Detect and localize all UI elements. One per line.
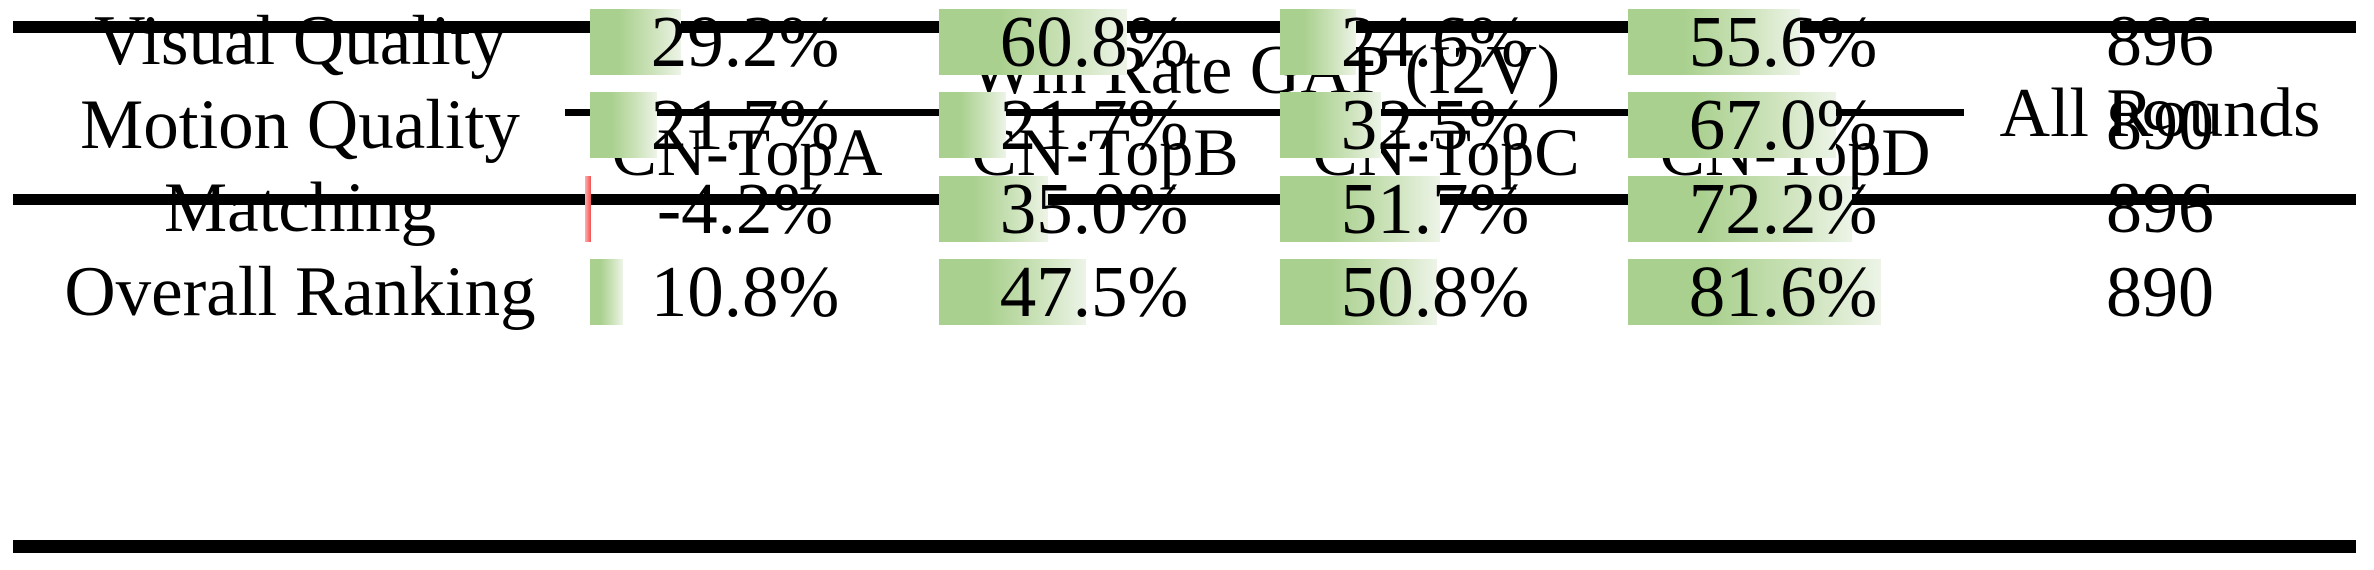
- win-rate-bar: [1280, 175, 1440, 242]
- win-rate-bar: [939, 92, 1006, 159]
- win-rate-value: 51.7%: [1340, 167, 1530, 249]
- data-cell: -4.2%: [585, 167, 900, 251]
- win-rate-value: 72.2%: [1688, 167, 1878, 249]
- win-rate-bar: [1628, 92, 1836, 159]
- data-cell: 60.8%: [939, 0, 1249, 84]
- win-rate-bar: [590, 8, 681, 75]
- win-rate-bar: [1628, 175, 1852, 242]
- win-rate-bar: [1280, 92, 1381, 159]
- row-label: Visual Quality: [94, 2, 506, 81]
- data-cell: 21.7%: [939, 84, 1249, 168]
- win-rate-bar: [1280, 8, 1356, 75]
- win-rate-value: 67.0%: [1688, 84, 1878, 166]
- win-rate-value: 24.6%: [1340, 0, 1530, 82]
- data-cell: 55.6%: [1628, 0, 1938, 84]
- win-rate-value: 50.8%: [1340, 251, 1530, 333]
- table-row: Overall Ranking 10.8% 47.5% 50.8% 81.6% …: [0, 251, 2374, 335]
- win-rate-value: 55.6%: [1688, 0, 1878, 82]
- all-rounds-value: 890: [2106, 251, 2214, 332]
- win-rate-value: 21.7%: [650, 84, 840, 166]
- win-rate-bar: [939, 8, 1127, 75]
- table-row: Matching -4.2% 35.0% 51.7% 72.2% 896: [0, 167, 2374, 251]
- all-rounds-value: 896: [2106, 168, 2214, 249]
- title-underline-rule: [565, 109, 1964, 116]
- data-cell: 50.8%: [1280, 251, 1590, 335]
- row-label: Overall Ranking: [64, 252, 536, 331]
- data-cell: 67.0%: [1628, 84, 1938, 168]
- table-row: Motion Quality 21.7% 21.7% 32.5% 67.0% 8…: [0, 84, 2374, 168]
- table-body: Visual Quality 29.2% 60.8% 24.6% 55.6% 8…: [0, 0, 2374, 335]
- data-cell: 51.7%: [1280, 167, 1590, 251]
- all-rounds-value: 890: [2106, 84, 2214, 165]
- win-rate-value: 81.6%: [1688, 251, 1878, 333]
- data-cell: 47.5%: [939, 251, 1249, 335]
- win-rate-bar: [590, 92, 657, 159]
- win-rate-value: 21.7%: [999, 84, 1189, 166]
- win-rate-bar: [590, 259, 623, 326]
- win-rate-bar: [1628, 259, 1881, 326]
- win-rate-bar: [1628, 8, 1800, 75]
- data-cell: 24.6%: [1280, 0, 1590, 84]
- win-rate-value: 32.5%: [1340, 84, 1530, 166]
- win-rate-value: 29.2%: [650, 0, 840, 82]
- data-cell: 81.6%: [1628, 251, 1938, 335]
- table-row: Visual Quality 29.2% 60.8% 24.6% 55.6% 8…: [0, 0, 2374, 84]
- win-rate-bar: [1280, 259, 1437, 326]
- win-rate-value: -4.2%: [656, 167, 834, 249]
- column-header-all-rounds: All Rounds: [1999, 75, 2321, 152]
- data-cell: 35.0%: [939, 167, 1249, 251]
- win-rate-bar: [939, 175, 1048, 242]
- bottom-rule: [13, 540, 2356, 553]
- win-rate-bar: [939, 259, 1086, 326]
- row-label: Matching: [163, 169, 437, 248]
- data-cell: 10.8%: [590, 251, 900, 335]
- data-cell: 32.5%: [1280, 84, 1590, 168]
- win-rate-value: 10.8%: [650, 251, 840, 333]
- data-cell: 21.7%: [590, 84, 900, 168]
- header-bottom-rule: [13, 194, 2356, 205]
- all-rounds-value: 896: [2106, 1, 2214, 82]
- win-rate-value: 47.5%: [999, 251, 1189, 333]
- win-rate-value: 35.0%: [999, 167, 1189, 249]
- row-label: Motion Quality: [80, 85, 520, 164]
- data-cell: 72.2%: [1628, 167, 1938, 251]
- win-rate-value: 60.8%: [999, 0, 1189, 82]
- data-cell: 29.2%: [590, 0, 900, 84]
- win-rate-bar-negative: [585, 175, 591, 242]
